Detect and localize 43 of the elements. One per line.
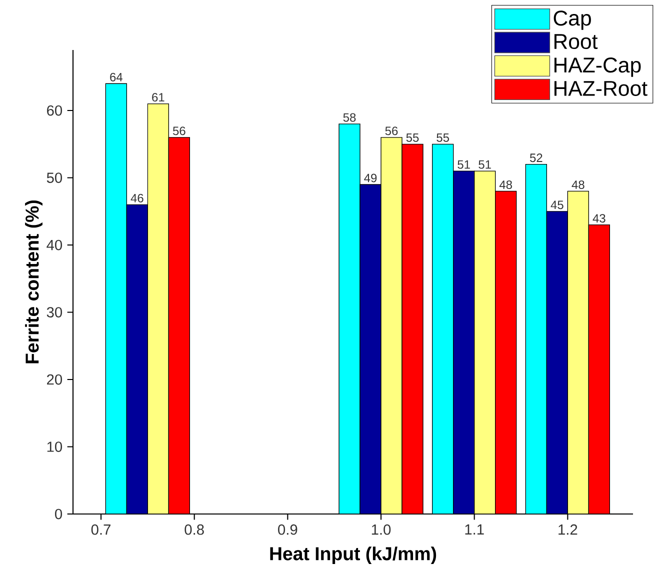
x-tick-label: 1.1: [465, 524, 484, 534]
data-label: 55: [436, 134, 450, 142]
data-label: 45: [550, 200, 564, 210]
bar: [380, 137, 402, 514]
bar: [474, 170, 496, 514]
data-label: 48: [499, 180, 512, 189]
legend-label: Root: [554, 34, 598, 50]
y-axis-title: Ferrite content (%): [25, 200, 42, 364]
data-label: 58: [343, 113, 356, 122]
data-label: 48: [572, 180, 584, 189]
legend-label: HAZ-Root: [554, 81, 648, 96]
y-tick-label: 40: [46, 240, 62, 250]
x-tick-label: 0.9: [278, 524, 298, 535]
y-tick-label: 0: [55, 508, 62, 520]
data-label: 56: [172, 126, 186, 136]
data-label: 56: [385, 126, 398, 136]
bar: [495, 190, 517, 514]
x-tick-label: 0.7: [91, 524, 110, 535]
legend-label: HAZ-Cap: [554, 58, 641, 77]
data-label: 64: [110, 72, 122, 82]
bar: [588, 224, 610, 514]
bar: [168, 137, 190, 514]
data-label: 43: [592, 214, 606, 223]
y-tick-label: 20: [47, 374, 62, 385]
data-label: 49: [364, 174, 377, 182]
x-axis-title: Heat Input (kJ/mm): [270, 546, 436, 564]
data-label: 46: [130, 194, 144, 202]
bar: [567, 190, 590, 514]
data-label: 61: [152, 93, 164, 102]
data-label: 51: [478, 160, 491, 169]
y-tick-label: 30: [46, 307, 62, 318]
x-tick-label: 1.0: [372, 524, 391, 535]
y-tick-label: 60: [47, 105, 62, 116]
x-tick-label: 0.8: [184, 524, 204, 535]
y-tick-label: 50: [46, 172, 62, 183]
y-tick-label: 10: [47, 442, 62, 452]
bar: [147, 103, 170, 514]
data-label: 52: [530, 154, 542, 162]
data-label: 55: [406, 134, 419, 142]
bar: [402, 144, 424, 514]
legend-label: Cap: [554, 10, 591, 30]
x-tick-label: 1.2: [558, 524, 578, 535]
data-label: 51: [458, 160, 470, 169]
